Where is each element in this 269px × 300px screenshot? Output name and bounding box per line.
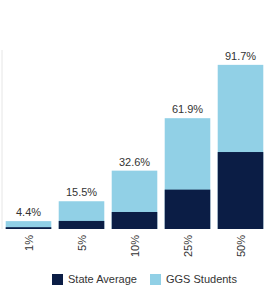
data-label: 61.9% [172, 103, 203, 115]
bar [59, 201, 105, 229]
bar [165, 118, 211, 229]
bar [218, 65, 264, 229]
chart-container: 4.4% 15.5% 32.6% 61.9% 91.7% 1% 5% 10% 25% 50% Sta… [0, 0, 269, 300]
bar [112, 171, 158, 229]
data-label: 91.7% [225, 50, 256, 62]
category-label: 1% [23, 235, 35, 251]
bar [6, 221, 52, 229]
bars [6, 65, 264, 229]
legend-label: State Average [68, 273, 137, 285]
labels: 4.4% 15.5% 32.6% 61.9% 91.7% 1% 5% 10% 25% 50% [16, 50, 256, 257]
data-label: 32.6% [119, 156, 150, 168]
category-label: 25% [182, 235, 194, 257]
legend-label: GGS Students [166, 273, 237, 285]
bar [6, 227, 52, 229]
bar [218, 152, 264, 229]
legend-swatch [52, 274, 63, 285]
y-axis-line [2, 50, 3, 229]
category-label: 10% [129, 235, 141, 257]
category-label: 50% [235, 235, 247, 257]
bar [165, 190, 211, 229]
bar [59, 221, 105, 229]
legend-swatch [150, 274, 161, 285]
legend: State Average GGS Students [52, 273, 237, 285]
data-label: 15.5% [66, 186, 97, 198]
chart: 4.4% 15.5% 32.6% 61.9% 91.7% 1% 5% 10% 25% 50% Sta… [0, 0, 269, 300]
category-label: 5% [76, 235, 88, 251]
data-label: 4.4% [16, 206, 41, 218]
bar [112, 212, 158, 229]
